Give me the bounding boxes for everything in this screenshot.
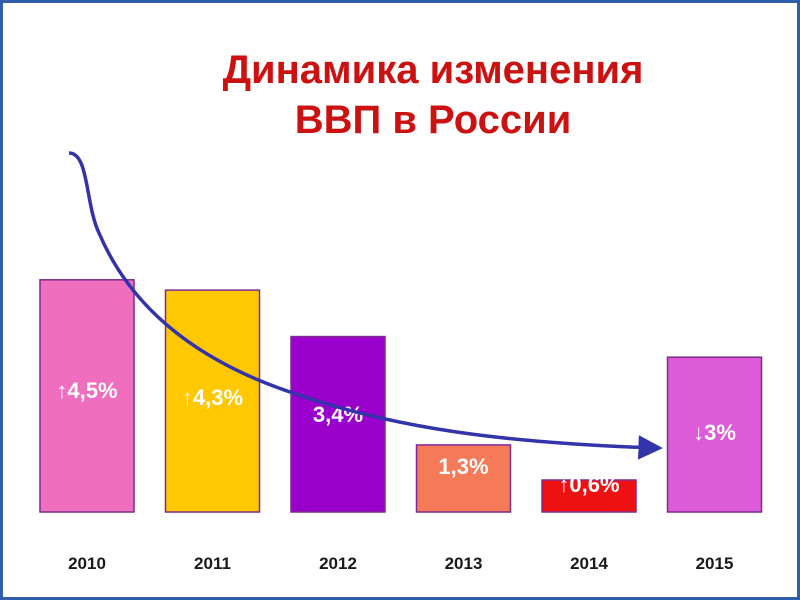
bar-2012 <box>290 335 386 513</box>
bar-2013 <box>415 444 512 513</box>
bar-2011 <box>164 289 261 513</box>
chart-title: Динамика изменения ВВП в России <box>123 45 743 145</box>
data-label-2013: 1,3% <box>438 454 488 479</box>
data-label-2015: ↓3% <box>693 420 736 445</box>
data-label-2011: ↑4,3% <box>182 385 243 410</box>
bar-chart: ↑4,5%2010↑4,3%20113,4%20121,3%2013↑0,6%2… <box>39 151 763 573</box>
data-label-2010: ↑4,5% <box>56 378 117 403</box>
x-tick-label-2013: 2013 <box>445 554 483 573</box>
chart-title-line-2: ВВП в России <box>294 98 572 142</box>
x-tick-label-2014: 2014 <box>570 554 608 573</box>
bar-2014 <box>541 479 637 513</box>
trend-arrow <box>68 151 663 460</box>
x-tick-label-2015: 2015 <box>696 554 734 573</box>
x-tick-label-2010: 2010 <box>68 554 106 573</box>
x-tick-label-2011: 2011 <box>194 554 231 573</box>
x-tick-label-2012: 2012 <box>319 554 357 573</box>
bar-2010 <box>39 279 135 513</box>
chart-title-line-1: Динамика изменения <box>222 48 644 92</box>
data-label-2014: ↑0,6% <box>558 472 619 497</box>
bar-2015 <box>666 356 763 513</box>
